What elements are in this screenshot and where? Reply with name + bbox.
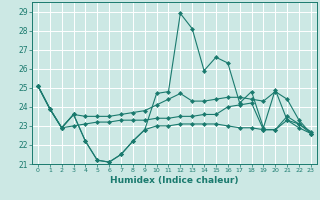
X-axis label: Humidex (Indice chaleur): Humidex (Indice chaleur)	[110, 176, 239, 185]
